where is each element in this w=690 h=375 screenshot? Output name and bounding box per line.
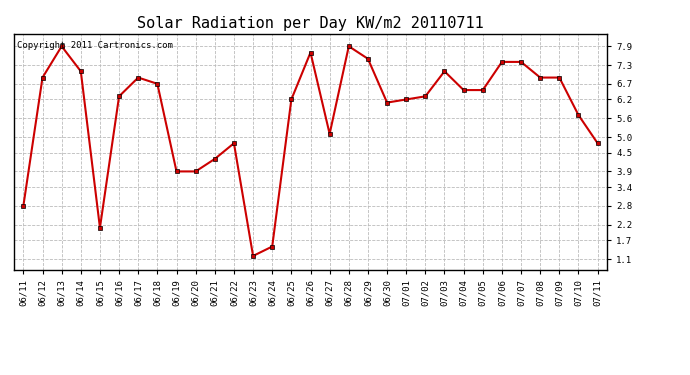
Title: Solar Radiation per Day KW/m2 20110711: Solar Radiation per Day KW/m2 20110711 bbox=[137, 16, 484, 31]
Text: Copyright 2011 Cartronics.com: Copyright 2011 Cartronics.com bbox=[17, 41, 172, 50]
